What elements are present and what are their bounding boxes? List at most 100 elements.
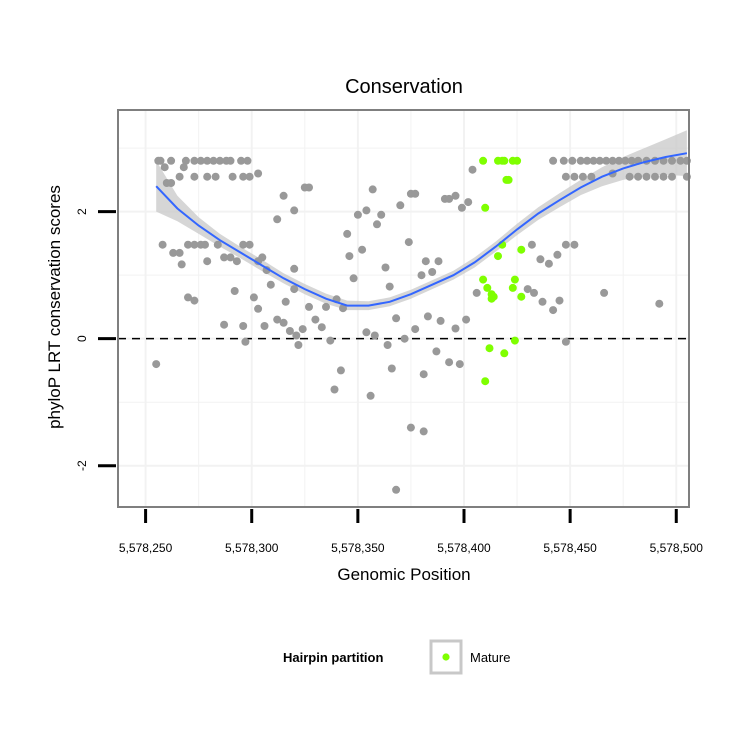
data-point-other [254,304,263,313]
data-point-mature [500,156,509,165]
x-axis: 5,578,250 5,578,300 5,578,350 5,578,400 5,57… [119,509,703,555]
data-point-other [237,156,246,165]
data-point-other [676,156,685,165]
data-point-other [285,327,294,335]
data-point-other [298,325,307,334]
x-tick-label: 5,578,250 [119,541,173,555]
x-tick-label: 5,578,350 [331,541,385,555]
data-point-other [273,315,282,324]
data-point-other [254,169,263,178]
data-point-other [432,347,441,356]
data-point-mature [508,283,517,292]
data-point-other [279,191,288,200]
data-point-other [349,274,358,283]
data-point-other [615,156,623,165]
data-point-other [215,156,224,165]
data-point-mature [479,156,488,165]
data-point-other [362,206,371,215]
data-point-other [260,322,269,330]
data-point-other [553,250,562,259]
data-point-other [419,427,428,436]
data-point-other [455,360,464,369]
data-point-other [203,172,212,181]
data-point-other [317,323,326,332]
data-point-other [436,316,445,325]
data-point-other [544,259,553,268]
data-point-other [434,257,443,266]
data-point-other [373,220,381,229]
data-point-other [245,240,254,249]
data-point-other [226,156,235,165]
data-point-other [184,293,192,302]
data-point-mature [481,203,490,212]
data-point-other [358,245,367,254]
data-point-other [530,288,538,297]
data-point-mature [494,252,502,261]
data-point-other [428,268,437,276]
data-point-other [600,288,609,297]
data-point-other [213,240,222,249]
x-tick-label: 5,578,500 [650,541,704,555]
panel-border [117,109,690,508]
data-point-other [651,172,659,181]
data-point-other [417,271,426,280]
data-point-other [527,240,536,249]
chart-title: Conservation [345,76,463,98]
data-point-other [239,240,248,249]
data-point-other [201,240,209,249]
data-point-other [411,189,420,198]
data-point-mature [510,275,519,284]
data-point-other [576,156,585,165]
data-point-other [468,165,477,174]
data-point-other [336,366,345,375]
data-point-other [587,172,596,181]
data-point-other [377,210,386,219]
data-point-other [220,320,229,329]
points-mature [479,156,526,386]
smooth-line [155,152,688,307]
data-point-other [184,240,192,249]
data-point-other [368,185,377,194]
data-point-other [226,253,235,262]
data-point-other [561,337,570,346]
data-point-other [258,253,267,262]
y-axis: -2 0 2 [75,208,116,471]
legend-title: Hairpin partition [283,650,383,665]
data-point-other [243,156,252,165]
data-point-other [642,172,651,181]
data-point-other [305,302,313,311]
data-point-other [196,156,205,165]
data-point-other [179,163,188,172]
x-axis-title: Genomic Position [337,565,470,584]
data-point-other [190,240,199,249]
data-point-other [570,172,579,181]
data-point-other [281,297,290,306]
data-point-other [220,253,229,262]
legend: Hairpin partition Mature [283,639,510,675]
data-point-other [290,264,299,273]
data-point-other [523,285,532,294]
data-point-other [160,163,169,172]
data-point-other [311,315,320,324]
data-point-other [583,156,592,165]
data-point-mature [510,336,519,345]
data-point-other [211,172,220,181]
data-point-other [167,156,176,165]
data-point-mature [479,275,488,284]
data-point-other [655,299,664,308]
data-point-other [668,172,676,181]
data-point-other [538,297,547,306]
data-point-other [239,322,248,330]
data-point-mature [485,344,494,353]
data-point-other [158,240,167,249]
data-point-other [232,257,241,266]
data-point-other [536,255,545,264]
data-point-other [627,156,636,165]
data-point-other [383,341,392,349]
data-point-other [445,194,454,203]
data-point-mature [517,245,526,254]
data-point-other [241,337,250,346]
data-point-other [423,312,432,321]
data-point-other [362,328,371,337]
data-point-other [602,156,611,165]
